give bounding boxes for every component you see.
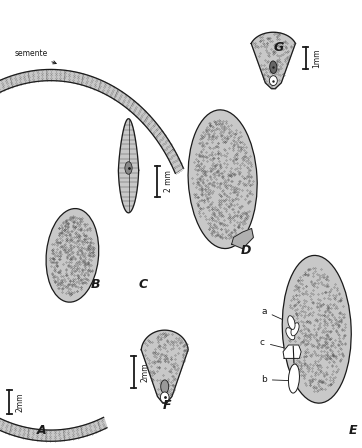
Ellipse shape: [289, 364, 299, 393]
Circle shape: [269, 76, 277, 86]
Ellipse shape: [286, 327, 295, 340]
Text: F: F: [162, 399, 171, 412]
Polygon shape: [141, 330, 188, 403]
Ellipse shape: [270, 61, 277, 73]
Polygon shape: [0, 69, 183, 441]
Ellipse shape: [291, 323, 299, 336]
Text: G: G: [274, 40, 284, 54]
Polygon shape: [118, 119, 139, 213]
Text: 2 mm: 2 mm: [164, 171, 173, 192]
Polygon shape: [283, 345, 301, 358]
Ellipse shape: [46, 209, 99, 302]
Text: E: E: [349, 424, 357, 438]
Ellipse shape: [161, 380, 169, 393]
Polygon shape: [232, 228, 253, 249]
Ellipse shape: [288, 316, 295, 329]
Text: C: C: [138, 278, 148, 291]
Text: D: D: [241, 244, 251, 258]
Text: B: B: [91, 278, 101, 291]
Ellipse shape: [282, 255, 351, 403]
Polygon shape: [251, 32, 295, 89]
Text: 1mm: 1mm: [312, 48, 321, 68]
Circle shape: [160, 392, 169, 403]
Text: c: c: [260, 338, 293, 350]
Text: b: b: [261, 375, 292, 384]
Text: A: A: [37, 424, 46, 438]
Ellipse shape: [188, 110, 257, 249]
Text: a: a: [261, 306, 291, 323]
Ellipse shape: [125, 162, 132, 174]
Text: 2mm: 2mm: [16, 392, 25, 412]
Text: 2mm: 2mm: [140, 362, 150, 382]
Text: semente: semente: [14, 49, 56, 64]
